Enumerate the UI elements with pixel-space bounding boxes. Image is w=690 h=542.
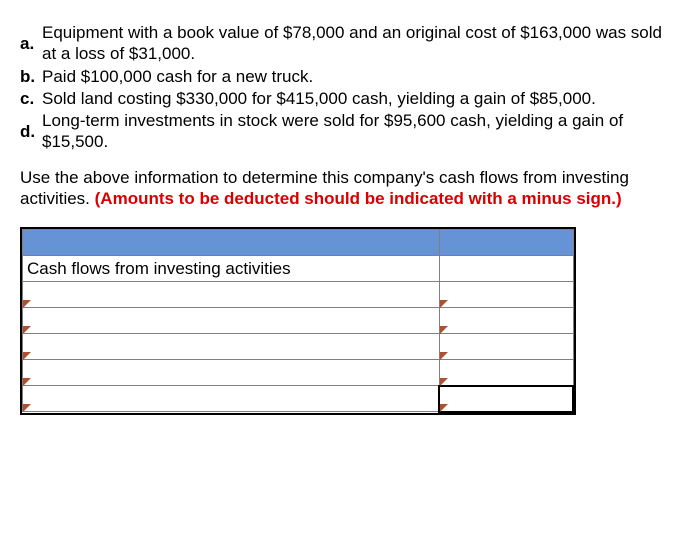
table-row bbox=[23, 334, 574, 360]
section-title-cell: Cash flows from investing activities bbox=[23, 256, 440, 282]
transaction-list: a. Equipment with a book value of $78,00… bbox=[20, 22, 670, 153]
description-input[interactable] bbox=[23, 308, 440, 334]
instruction-paragraph: Use the above information to determine t… bbox=[20, 167, 670, 210]
table-row bbox=[23, 308, 574, 334]
table-header-row bbox=[23, 230, 574, 256]
table-header-cell bbox=[23, 230, 440, 256]
description-input[interactable] bbox=[23, 334, 440, 360]
description-input[interactable] bbox=[23, 282, 440, 308]
amount-input[interactable] bbox=[439, 360, 573, 386]
cash-flows-table: Cash flows from investing activities bbox=[20, 227, 576, 415]
total-row bbox=[23, 386, 574, 412]
amount-input[interactable] bbox=[439, 282, 573, 308]
list-item-text: Long-term investments in stock were sold… bbox=[42, 110, 670, 153]
list-item-letter: b. bbox=[20, 66, 42, 87]
list-item-letter: d. bbox=[20, 121, 42, 142]
blank-cell bbox=[439, 256, 573, 282]
amount-input[interactable] bbox=[439, 334, 573, 360]
total-description-input[interactable] bbox=[23, 386, 440, 412]
list-item: b. Paid $100,000 cash for a new truck. bbox=[20, 66, 670, 87]
section-title-row: Cash flows from investing activities bbox=[23, 256, 574, 282]
list-item-letter: a. bbox=[20, 33, 42, 54]
table-row bbox=[23, 360, 574, 386]
list-item-text: Equipment with a book value of $78,000 a… bbox=[42, 22, 670, 65]
list-item: d. Long-term investments in stock were s… bbox=[20, 110, 670, 153]
list-item: a. Equipment with a book value of $78,00… bbox=[20, 22, 670, 65]
list-item-text: Sold land costing $330,000 for $415,000 … bbox=[42, 88, 670, 109]
list-item-letter: c. bbox=[20, 88, 42, 109]
amount-input[interactable] bbox=[439, 308, 573, 334]
list-item-text: Paid $100,000 cash for a new truck. bbox=[42, 66, 670, 87]
description-input[interactable] bbox=[23, 360, 440, 386]
list-item: c. Sold land costing $330,000 for $415,0… bbox=[20, 88, 670, 109]
table-row bbox=[23, 282, 574, 308]
total-amount-input[interactable] bbox=[439, 386, 573, 412]
table-header-cell bbox=[439, 230, 573, 256]
instruction-highlight: (Amounts to be deducted should be indica… bbox=[95, 189, 622, 208]
